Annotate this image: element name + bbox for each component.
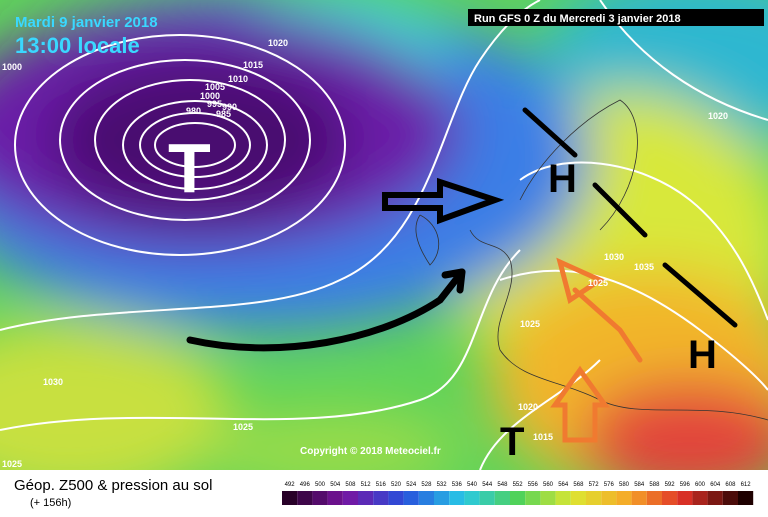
scale-swatch: [631, 491, 647, 505]
scale-swatch: [494, 491, 510, 505]
isobar-label: 1005: [205, 82, 225, 92]
scale-swatch: [327, 491, 343, 505]
scale-swatch: [692, 491, 708, 505]
scale-label: 524: [406, 482, 417, 488]
scale-swatch: [570, 491, 586, 505]
scale-swatch: [388, 491, 404, 505]
pressure-center: T: [500, 420, 524, 464]
isobar-label: 985: [216, 109, 231, 119]
scale-swatch: [616, 491, 632, 505]
scale-label: 516: [376, 482, 387, 488]
isobar-label: 1035: [634, 262, 654, 272]
scale-label: 548: [497, 482, 508, 488]
valid-time: 13:00 locale: [15, 33, 140, 58]
scale-label: 600: [695, 482, 706, 488]
scale-swatch: [479, 491, 495, 505]
coastlines: [415, 99, 768, 421]
copyright: Copyright © 2018 Meteociel.fr: [300, 446, 441, 457]
scale-swatch: [722, 491, 738, 505]
scale-swatch: [540, 491, 556, 505]
annotations: [186, 107, 738, 443]
scale-swatch: [373, 491, 389, 505]
scale-label: 568: [573, 482, 584, 488]
scale-swatch: [707, 491, 723, 505]
scale-label: 528: [421, 482, 432, 488]
isobar-label: 1025: [520, 319, 540, 329]
isobar-label: 1000: [200, 91, 220, 101]
scale-label: 580: [619, 482, 630, 488]
scale-label: 540: [467, 482, 478, 488]
scale-label: 504: [330, 482, 341, 488]
scale-label: 508: [345, 482, 356, 488]
scale-label: 612: [741, 482, 752, 488]
scale-label: 512: [361, 482, 372, 488]
run-info: Run GFS 0 Z du Mercredi 3 janvier 2018: [474, 13, 681, 25]
scale-label: 552: [513, 482, 524, 488]
scale-label: 608: [725, 482, 736, 488]
run-banner: [468, 9, 764, 26]
scale-label: 572: [589, 482, 600, 488]
scale-label: 588: [649, 482, 660, 488]
isobar-label: 1025: [2, 459, 22, 469]
isobar-label: 1015: [533, 432, 553, 442]
isobars: [0, 0, 768, 470]
scale-swatch: [738, 491, 754, 505]
isobar-label: 995: [207, 99, 222, 109]
scale-label: 604: [710, 482, 721, 488]
pressure-center: T: [168, 129, 211, 207]
scale-swatch: [297, 491, 313, 505]
scale-label: 536: [452, 482, 463, 488]
scale-swatch: [282, 491, 298, 505]
isobar-label: 1000: [2, 62, 22, 72]
isobar-label: 1020: [268, 38, 288, 48]
valid-date: Mardi 9 janvier 2018: [15, 14, 158, 31]
scale-label: 532: [437, 482, 448, 488]
scale-label: 564: [558, 482, 569, 488]
scale-label: 584: [634, 482, 645, 488]
scale-label: 560: [543, 482, 554, 488]
isobar-label: 1030: [604, 252, 624, 262]
scale-swatch: [342, 491, 358, 505]
scale-label: 592: [665, 482, 676, 488]
isobar-label: 1025: [588, 278, 608, 288]
isobar-label: 1020: [708, 111, 728, 121]
footer-title: Géop. Z500 & pression au sol: [14, 477, 212, 494]
scale-swatch: [449, 491, 465, 505]
scale-swatch: [510, 491, 526, 505]
scale-swatch: [677, 491, 693, 505]
scale-swatch: [418, 491, 434, 505]
isobar-label: 1030: [43, 377, 63, 387]
scale-swatch: [662, 491, 678, 505]
geopotential-field: [0, 0, 768, 470]
scale-swatch: [555, 491, 571, 505]
isobar-label: 1020: [518, 402, 538, 412]
pressure-center: H: [548, 157, 577, 201]
scale-swatch: [312, 491, 328, 505]
footer-lead: (+ 156h): [30, 497, 71, 509]
scale-label: 520: [391, 482, 402, 488]
scale-swatch: [646, 491, 662, 505]
scale-label: 544: [482, 482, 493, 488]
scale-label: 496: [300, 482, 311, 488]
scale-swatch: [586, 491, 602, 505]
scale-swatch: [525, 491, 541, 505]
scale-label: 576: [604, 482, 615, 488]
isobar-label: 980: [186, 106, 201, 116]
scale-swatch: [601, 491, 617, 505]
isobar-label: 990: [222, 102, 237, 112]
scale-label: 596: [680, 482, 691, 488]
scale-swatch: [464, 491, 480, 505]
scale-label: 492: [285, 482, 296, 488]
scale-swatch: [434, 491, 450, 505]
scale-swatch: [403, 491, 419, 505]
scale-swatch: [358, 491, 374, 505]
pressure-center: H: [688, 333, 717, 377]
isobar-label: 1010: [228, 74, 248, 84]
isobar-label: 1025: [233, 422, 253, 432]
scale-label: 556: [528, 482, 539, 488]
scale-label: 500: [315, 482, 326, 488]
isobar-label: 1015: [243, 60, 263, 70]
